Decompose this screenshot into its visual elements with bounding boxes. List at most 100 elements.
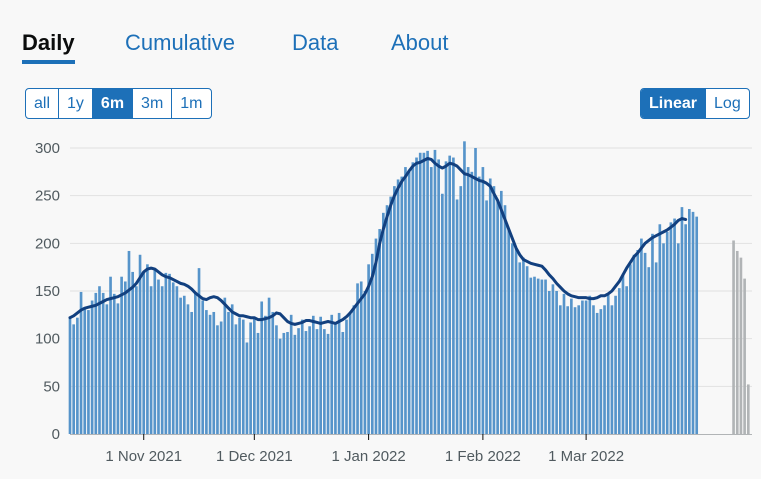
tab-cumulative[interactable]: Cumulative [125,30,236,55]
data-bar [522,257,525,434]
data-bar [348,313,352,434]
data-bar [304,331,308,434]
data-bar [238,317,241,434]
data-bar [547,291,551,434]
data-bar [87,310,90,434]
data-bar [201,300,205,434]
range-3m-button[interactable]: 3m [133,89,173,118]
x-tick-label: 1 Feb 2022 [445,448,521,465]
data-bar [123,281,127,434]
data-bar [186,304,190,434]
x-tick-label: 1 Nov 2021 [105,448,182,465]
range-1m-button[interactable]: 1m [180,95,203,112]
data-bar [131,271,134,434]
data-bar [592,305,595,434]
data-bar [116,303,120,434]
data-bar [455,199,459,434]
data-bar [359,281,363,434]
data-bar [647,267,651,434]
data-bar [256,332,260,434]
data-bar [112,293,116,434]
data-bar [595,312,599,434]
data-bar [241,319,245,434]
y-tick-label: 150 [35,283,60,300]
data-bar [584,300,588,434]
range-6m-button[interactable]: 6m [92,89,134,118]
data-bar [223,297,227,434]
data-bar [293,334,297,434]
data-bar [599,309,603,434]
data-bar [138,254,142,434]
data-bar [581,300,584,434]
data-bar [319,316,322,434]
data-bar [459,186,463,434]
data-bar [341,331,345,434]
data-bar [253,318,256,434]
data-bar [179,297,182,434]
data-bar [94,292,98,434]
data-bar [308,326,311,434]
data-bar [396,179,400,434]
data-bar [382,212,385,434]
data-bar [146,264,149,434]
tab-about[interactable]: About [391,30,449,55]
data-bar [407,171,411,434]
data-bar [334,324,337,434]
x-tick-label: 1 Dec 2021 [216,448,293,465]
data-bar [275,325,278,434]
y-tick-label: 300 [35,140,60,157]
data-bar [149,286,153,434]
data-bar [658,224,662,434]
x-tick-label: 1 Mar 2022 [548,448,624,465]
scale-linear-button[interactable]: Linear [641,89,707,118]
data-bar [691,211,695,434]
data-bar [271,311,275,434]
data-bar [400,176,404,434]
data-bar [182,295,186,434]
data-bar [101,292,105,434]
data-bar [680,207,684,434]
data-bar [662,243,665,434]
data-bar [197,268,201,434]
tab-daily[interactable]: Daily [22,28,75,64]
data-bar [422,152,426,434]
tab-data[interactable]: Data [292,30,339,55]
data-bar [370,253,374,434]
data-bar [286,331,289,434]
data-bar [651,233,654,434]
data-bar [695,216,699,434]
data-bar [444,161,448,434]
data-bar [297,328,300,434]
data-bar [278,338,282,434]
data-bar [230,304,234,434]
data-bar [441,193,444,434]
y-tick-label: 100 [35,331,60,348]
data-bar [160,286,164,434]
data-bar [415,157,418,434]
data-bar [120,276,123,434]
data-bar [216,325,219,434]
data-bar [98,286,101,434]
average-line [68,156,688,326]
data-bar [352,305,356,434]
data-bar [477,176,481,434]
data-bar [625,286,628,434]
scale-log-button[interactable]: Log [714,95,741,112]
data-bar [503,205,507,434]
data-bar [665,231,669,434]
data-bar [68,316,72,434]
range-all-button[interactable]: all [26,89,60,118]
data-bar [640,238,643,434]
data-bar [337,312,341,434]
data-bar [463,141,466,434]
data-bar [264,315,267,434]
data-bar [109,276,112,434]
y-tick-label: 0 [52,426,60,443]
data-bar [676,243,680,434]
data-bar [555,291,558,434]
range-1y-button[interactable]: 1y [59,89,93,118]
data-bar [249,322,252,434]
data-bar [345,319,348,434]
data-bar [533,276,536,434]
data-bar [732,240,735,434]
